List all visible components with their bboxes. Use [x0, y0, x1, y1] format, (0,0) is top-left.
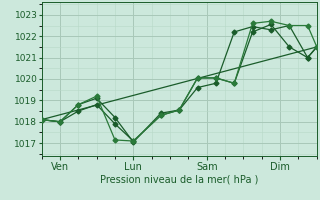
- X-axis label: Pression niveau de la mer( hPa ): Pression niveau de la mer( hPa ): [100, 174, 258, 184]
